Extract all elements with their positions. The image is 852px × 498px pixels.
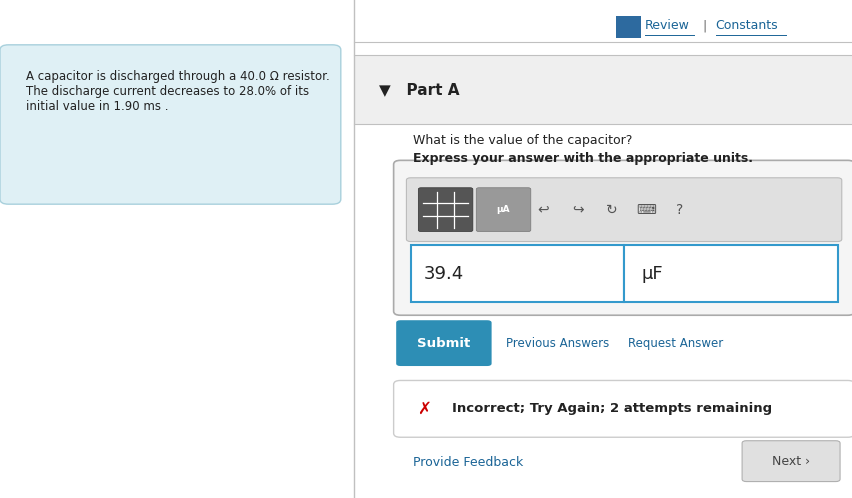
Text: Incorrect; Try Again; 2 attempts remaining: Incorrect; Try Again; 2 attempts remaini… [452, 402, 772, 415]
Text: |: | [699, 19, 707, 32]
FancyBboxPatch shape [616, 16, 641, 38]
FancyBboxPatch shape [406, 178, 842, 242]
Text: ?: ? [676, 203, 683, 217]
Text: Provide Feedback: Provide Feedback [413, 456, 523, 469]
FancyBboxPatch shape [418, 188, 473, 232]
Text: 39.4: 39.4 [423, 264, 463, 283]
Text: ↪: ↪ [572, 203, 584, 217]
FancyBboxPatch shape [354, 55, 852, 125]
FancyBboxPatch shape [624, 245, 838, 302]
Text: ↻: ↻ [606, 203, 618, 217]
Text: Submit: Submit [417, 337, 470, 350]
Text: ▼   Part A: ▼ Part A [379, 82, 459, 97]
Text: μA: μA [497, 205, 510, 214]
FancyBboxPatch shape [396, 320, 492, 366]
Text: Request Answer: Request Answer [628, 337, 723, 350]
Text: ⌨: ⌨ [636, 203, 656, 217]
Text: Next ›: Next › [772, 455, 810, 468]
FancyBboxPatch shape [742, 441, 840, 482]
FancyBboxPatch shape [0, 45, 341, 204]
FancyBboxPatch shape [394, 160, 852, 315]
Text: Constants: Constants [716, 19, 779, 32]
FancyBboxPatch shape [476, 188, 531, 232]
Text: ✗: ✗ [417, 400, 431, 418]
Text: Express your answer with the appropriate units.: Express your answer with the appropriate… [413, 152, 753, 165]
Text: μF: μF [642, 264, 663, 283]
Text: What is the value of the capacitor?: What is the value of the capacitor? [413, 134, 632, 147]
FancyBboxPatch shape [394, 380, 852, 437]
Text: Review: Review [645, 19, 690, 32]
FancyBboxPatch shape [411, 245, 624, 302]
Text: A capacitor is discharged through a 40.0 Ω resistor.
The discharge current decre: A capacitor is discharged through a 40.0… [26, 70, 330, 113]
Text: ↩: ↩ [538, 203, 550, 217]
Text: Previous Answers: Previous Answers [506, 337, 609, 350]
